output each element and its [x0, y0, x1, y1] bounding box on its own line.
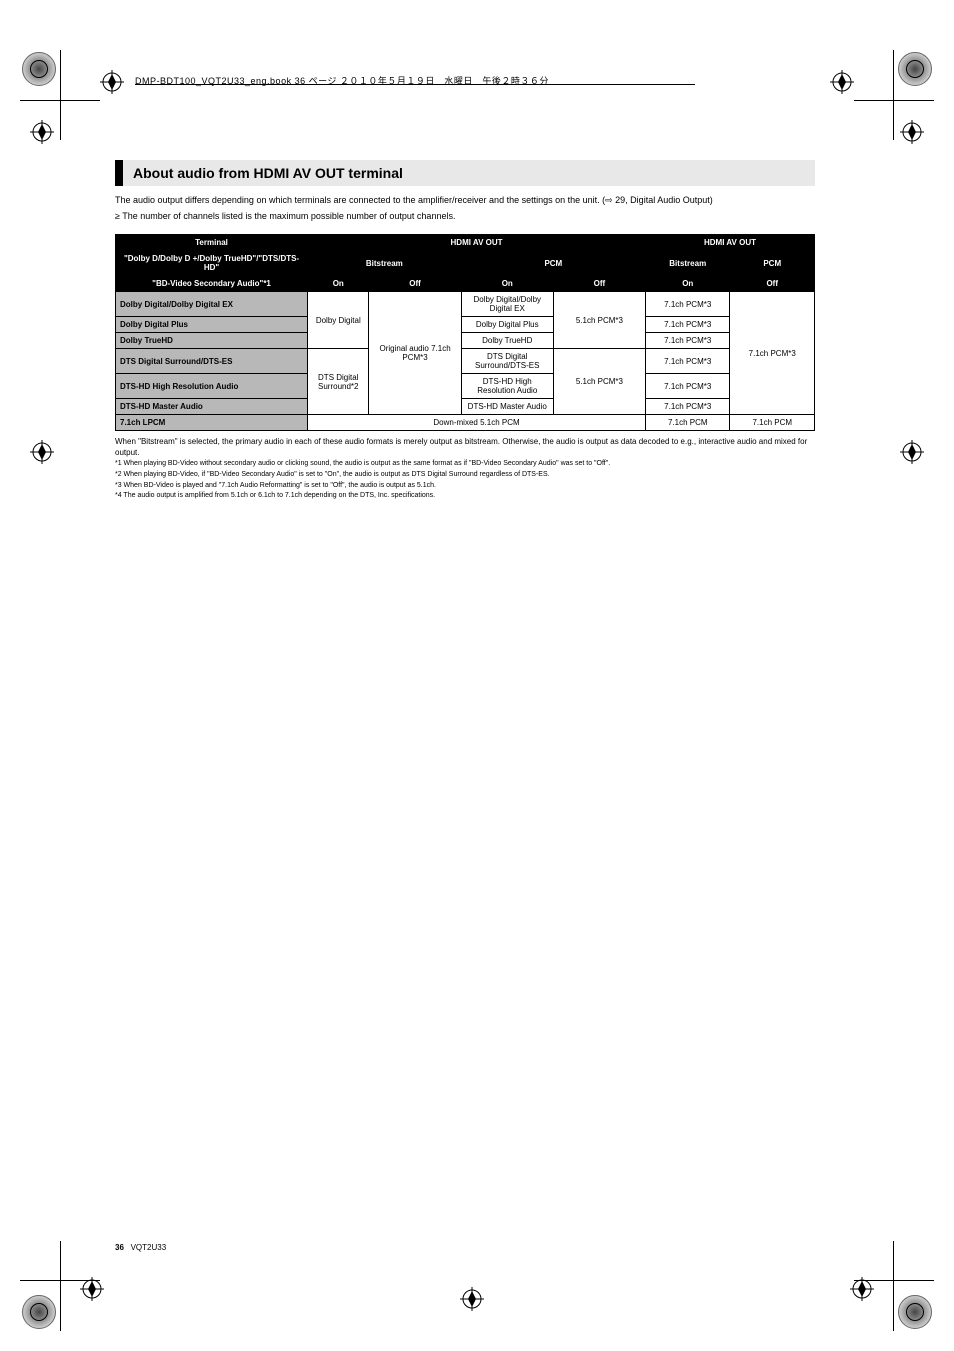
header-rule [135, 84, 695, 85]
reg-mark [900, 440, 924, 464]
row-lpcm: 7.1ch LPCM [116, 415, 308, 431]
cell-lpcm-71-b: 7.1ch PCM [730, 415, 815, 431]
th-off-2: Off [553, 276, 645, 292]
cell-lpcm-dm: Down-mixed 5.1ch PCM [308, 415, 646, 431]
th-bitstream-1: Bitstream [308, 251, 462, 276]
cell-original-audio: Original audio 7.1ch PCM*3 [369, 292, 461, 415]
crop-line [893, 1241, 894, 1331]
bitstream-note: When "Bitstream" is selected, the primar… [115, 437, 815, 458]
cell-truehd-71: 7.1ch PCM*3 [646, 333, 730, 349]
page-number: 36 [115, 1243, 124, 1252]
crop-line [854, 100, 934, 101]
reg-mark [830, 70, 854, 94]
th-secondary: "BD-Video Secondary Audio"*1 [116, 276, 308, 292]
section-title: About audio from HDMI AV OUT terminal [115, 160, 815, 186]
row-dts: DTS Digital Surround/DTS-ES [116, 349, 308, 374]
cell-dtshd-ma-71: 7.1ch PCM*3 [646, 399, 730, 415]
cell-dtshd-hr-71: 7.1ch PCM*3 [646, 374, 730, 399]
row-ddp: Dolby Digital Plus [116, 317, 308, 333]
cell-truehd: Dolby TrueHD [461, 333, 553, 349]
reg-mark [30, 440, 54, 464]
print-corner-bl [22, 1295, 56, 1329]
section-note-text: The number of channels listed is the max… [122, 211, 455, 221]
section-note: ≥ The number of channels listed is the m… [115, 210, 815, 222]
print-corner-tr [898, 52, 932, 86]
book-header: DMP-BDT100_VQT2U33_eng.book 36 ページ ２０１０年… [135, 74, 549, 87]
crop-line [60, 50, 61, 140]
footnote-3: *3 When BD-Video is played and "7.1ch Au… [115, 482, 815, 491]
reg-mark [30, 120, 54, 144]
cell-dts-pcm-on: DTS Digital Surround/DTS-ES [461, 349, 553, 374]
crop-line [20, 100, 100, 101]
reg-mark [850, 1277, 874, 1301]
cell-dts-bs-on: DTS Digital Surround*2 [308, 349, 369, 415]
cell-dd-51: 5.1ch PCM*3 [553, 292, 645, 349]
cell-dts-51: 5.1ch PCM*3 [553, 349, 645, 415]
th-hdmi-2: HDMI AV OUT [646, 235, 815, 251]
reg-mark [80, 1277, 104, 1301]
th-off-1: Off [369, 276, 461, 292]
th-on-1: On [308, 276, 369, 292]
th-terminal: Terminal [116, 235, 308, 251]
page-footer: 36 VQT2U33 [115, 1243, 166, 1252]
cell-ddp: Dolby Digital Plus [461, 317, 553, 333]
reg-mark [900, 120, 924, 144]
footnote-1: *1 When playing BD-Video without seconda… [115, 460, 815, 469]
row-dd: Dolby Digital/Dolby Digital EX [116, 292, 308, 317]
section-intro: The audio output differs depending on wh… [115, 194, 815, 206]
print-corner-br [898, 1295, 932, 1329]
cell-ddp-71: 7.1ch PCM*3 [646, 317, 730, 333]
cell-dtshd-hr: DTS-HD High Resolution Audio [461, 374, 553, 399]
footnote-2: *2 When playing BD-Video, if "BD-Video S… [115, 471, 815, 480]
cell-dd-71: 7.1ch PCM*3 [646, 292, 730, 317]
cell-dts-71: 7.1ch PCM*3 [646, 349, 730, 374]
row-dtshd-hr: DTS-HD High Resolution Audio [116, 374, 308, 399]
th-off-3: Off [730, 276, 815, 292]
footnote-4: *4 The audio output is amplified from 5.… [115, 492, 815, 501]
audio-output-table: Terminal HDMI AV OUT HDMI AV OUT "Dolby … [115, 234, 815, 431]
crop-line [60, 1241, 61, 1331]
row-truehd: Dolby TrueHD [116, 333, 308, 349]
cell-dtshd-ma: DTS-HD Master Audio [461, 399, 553, 415]
print-corner-tl [22, 52, 56, 86]
cell-dd-pcm-on: Dolby Digital/Dolby Digital EX [461, 292, 553, 317]
th-formats: "Dolby D/Dolby D +/Dolby TrueHD"/"DTS/DT… [116, 251, 308, 276]
th-pcm-2: PCM [730, 251, 815, 276]
th-bitstream-2: Bitstream [646, 251, 730, 276]
page-code: VQT2U33 [131, 1243, 167, 1252]
crop-line [893, 50, 894, 140]
cell-lpcm-71-a: 7.1ch PCM [646, 415, 730, 431]
th-on-2: On [461, 276, 553, 292]
page-content: About audio from HDMI AV OUT terminal Th… [115, 160, 815, 501]
cell-71-all: 7.1ch PCM*3 [730, 292, 815, 415]
th-hdmi-1: HDMI AV OUT [308, 235, 646, 251]
reg-mark [460, 1287, 484, 1311]
th-pcm-1: PCM [461, 251, 645, 276]
row-dtshd-ma: DTS-HD Master Audio [116, 399, 308, 415]
reg-mark [100, 70, 124, 94]
th-on-3: On [646, 276, 730, 292]
cell-dd-bs-on: Dolby Digital [308, 292, 369, 349]
